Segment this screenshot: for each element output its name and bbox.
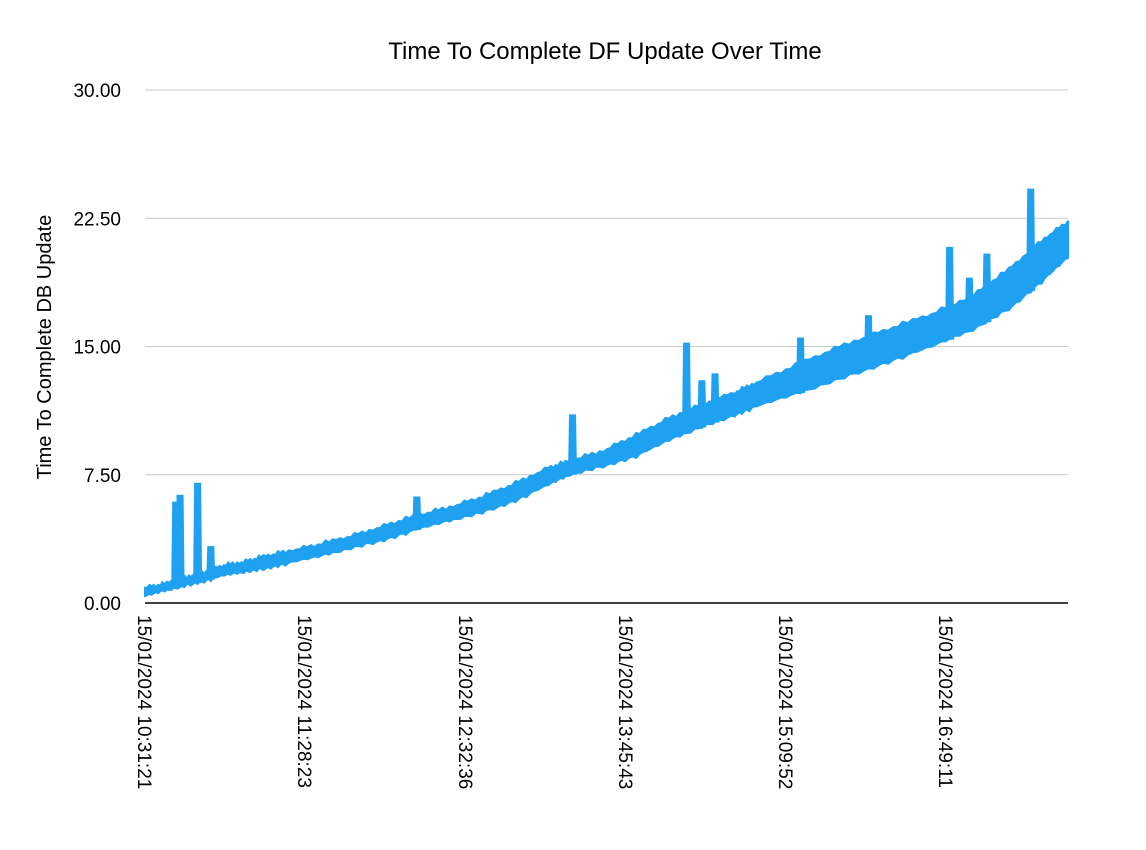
series-spike: [412, 496, 422, 530]
x-axis-ticks: 15/01/2024 10:31:21 15/01/2024 11:28:23 15…: [133, 615, 955, 789]
y-tick-label: 30.00: [73, 81, 121, 102]
y-tick-label: 15.00: [73, 338, 121, 359]
y-tick-label: 22.50: [73, 209, 121, 230]
series-spike: [796, 337, 806, 394]
series-spike: [964, 277, 974, 332]
series-spike: [568, 414, 578, 475]
gridlines: [145, 89, 1068, 476]
x-tick-label: 15/01/2024 12:32:36: [454, 615, 475, 789]
series-spike: [1026, 188, 1036, 292]
series-spike: [863, 315, 874, 370]
y-axis-label: Time To Complete DB Update: [34, 215, 56, 480]
series-spike: [710, 373, 720, 423]
x-tick-label: 15/01/2024 15:09:52: [774, 615, 795, 789]
y-tick-label: 0.00: [84, 594, 121, 615]
series-spike: [175, 494, 185, 588]
y-axis-ticks: 0.00 7.50 15.00 22.50 30.00: [73, 81, 121, 615]
x-tick-label: 15/01/2024 13:45:43: [614, 615, 635, 789]
series-band: [144, 220, 1069, 598]
series-layer: [144, 188, 1069, 598]
x-tick-label: 15/01/2024 11:28:23: [293, 615, 314, 788]
y-tick-label: 7.50: [84, 466, 121, 487]
series-spike: [945, 246, 955, 340]
x-tick-label: 15/01/2024 10:31:21: [133, 615, 154, 789]
chart-title: Time To Complete DF Update Over Time: [388, 38, 821, 65]
series-spike: [206, 546, 216, 580]
series-spike: [682, 342, 692, 434]
series-spike: [193, 482, 203, 583]
x-tick-label: 15/01/2024 16:49:11: [934, 615, 955, 788]
series-spike: [982, 253, 992, 323]
series-spike: [697, 380, 707, 428]
